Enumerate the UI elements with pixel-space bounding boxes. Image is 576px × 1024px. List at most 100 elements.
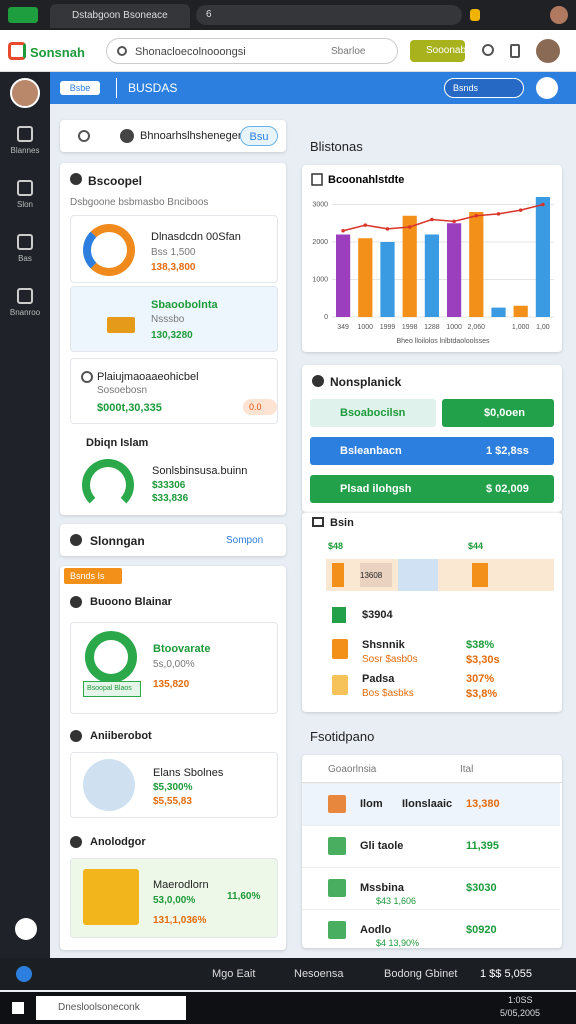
bar [335, 234, 351, 317]
table-cell: Ilonslaaic [402, 798, 453, 810]
top-label: $48 [328, 541, 344, 551]
item-title: Dlnasdcdn 00Sfan [151, 231, 241, 243]
row-icon [328, 837, 346, 855]
sidebar-avatar [10, 78, 40, 108]
row-icon [332, 607, 346, 623]
browser-tab[interactable]: Dstabgoon Bsoneace [50, 4, 190, 28]
os-search[interactable]: Dnesloolsoneconk [36, 996, 186, 1020]
people-card: Bsnds Is Buoono Blainar Bsoopal Blaos Bt… [60, 566, 286, 950]
sidebar-label[interactable]: Bas [18, 254, 32, 263]
bar [535, 197, 551, 317]
extension-icon [470, 9, 480, 21]
row-icon [328, 879, 346, 897]
sidebar: Blannes Slon Bas Bnanroo [0, 72, 50, 958]
x-tick-label: 1,000 [512, 324, 530, 331]
search-box[interactable]: Shonacloecolnooongsi Sbarloe [106, 38, 398, 64]
taskbar-item[interactable]: 1 $$ 5,055 [480, 968, 532, 980]
sidebar-label[interactable]: Blannes [10, 146, 40, 155]
card-icon [312, 375, 324, 387]
actions-card: Nonsplanick Bsoabocilsn $0,0oen Bsleanba… [302, 365, 562, 512]
sidebar-label[interactable]: Slon [16, 200, 33, 209]
row-title: Padsa [362, 673, 395, 685]
x-tick-label: 1000 [446, 324, 462, 331]
row-label: Bsleanbacn [340, 445, 402, 457]
table-cell: Mssbina [360, 882, 405, 894]
top-label: $44 [468, 541, 484, 551]
tag: Bsnds Is [64, 568, 122, 584]
profile-icon [550, 6, 568, 24]
item-line: Sosoebosn [97, 385, 148, 396]
item-right: 11,60% [227, 891, 261, 902]
item-line: $5,300% [153, 782, 193, 793]
bar [446, 223, 462, 317]
person-avatar [83, 759, 135, 811]
progress-segment [472, 563, 488, 587]
item-title: Dbiqn Islam [86, 437, 149, 449]
taskbar-item[interactable]: Bodong Gbinet [384, 968, 458, 980]
search-hint: Sbarloe [331, 46, 366, 57]
taskbar-item[interactable]: Nesoensa [294, 968, 344, 980]
progress-bar: 13608 [326, 559, 554, 591]
action-row[interactable]: $0,0oen [442, 399, 554, 427]
item-icon [81, 371, 93, 383]
card-icon [70, 173, 82, 185]
table-card: Goaorlnsia Ital Ilom Ilonslaaic 13,380 Gli … [302, 755, 562, 948]
card-title: Bsin [330, 517, 354, 529]
top-select[interactable]: Bsnds [444, 78, 524, 98]
x-tick-label: 1998 [402, 324, 418, 331]
action-row[interactable]: Bsleanbacn 1 $2,8ss [310, 437, 554, 465]
top-button[interactable]: Bsbe [60, 81, 100, 95]
row-value: 307% [466, 673, 495, 685]
action-row[interactable]: Bsoabocilsn [310, 399, 436, 427]
row-title: $3904 [362, 609, 393, 621]
app-taskbar: Mgo Eait Nesoensa Bodong Gbinet 1 $$ 5,0… [0, 958, 576, 990]
taskbar-item[interactable]: Mgo Eait [212, 968, 256, 980]
item-value: 135,820 [153, 679, 190, 690]
trend-line [342, 203, 544, 232]
search-card-icon [78, 130, 90, 142]
item-value: 130,3280 [151, 330, 193, 341]
item-line: $33306 [152, 480, 186, 491]
table-row: Aodlo $4 13,90% $0920 [302, 909, 560, 951]
card-title: Nonsplanick [330, 375, 402, 389]
trend-point [474, 213, 479, 218]
settings-icon [510, 44, 520, 58]
start-button[interactable] [12, 1002, 24, 1014]
action-row[interactable]: Plsad ilohgsh $ 02,009 [310, 475, 554, 503]
browser-bar: Dstabgoon Bsoneace 6 [0, 0, 576, 30]
os-taskbar: Dnesloolsoneconk 1:0SS 5/05,2005 [0, 992, 576, 1024]
row-value: $0,0oen [484, 407, 525, 419]
bar [469, 212, 484, 317]
progress-segment [398, 559, 438, 591]
sidebar-bottom-icon [15, 918, 37, 940]
notification-icon [482, 44, 494, 56]
x-axis-label: Bheo lloilolos lnlbtdaoloolsses [396, 338, 490, 345]
search-card-button[interactable]: Bsu [240, 126, 278, 146]
table-cell: Gli taole [360, 840, 404, 852]
header-button[interactable]: Sooonab [410, 40, 466, 62]
row-value: $38% [466, 639, 495, 651]
top-icon [536, 77, 558, 99]
trend-point [541, 202, 545, 207]
chart-card: Bcoonahlstdte 0 1000 2000 3000 349 1000 1999 199… [302, 165, 562, 352]
item-value: $5,55,83 [153, 796, 192, 807]
row-icon [328, 921, 346, 939]
sidebar-label[interactable]: Bnanroo [9, 308, 41, 317]
item-title: Sbaoobolnta [151, 299, 218, 311]
item-illustration [107, 317, 135, 333]
logo-icon [8, 42, 26, 60]
sidebar-icon [17, 288, 33, 304]
card-subtitle: Dsbgoone bsbmasbo Bnciboos [70, 197, 209, 208]
row-value: 1 $2,8ss [486, 445, 529, 457]
trend-point [496, 212, 501, 216]
card-link[interactable]: Sompon [226, 535, 264, 546]
table-cell: Aodlo [360, 924, 392, 936]
list-item: Plaiujmaoaaeohicbel Sosoebosn $000t,30,3… [70, 358, 278, 424]
address-bar[interactable]: 6 [196, 5, 462, 25]
top-title: BUSDAS [128, 81, 178, 95]
row-icon [332, 639, 348, 659]
app-header: Sonsnah Shonacloecolnooongsi Sbarloe Soo… [0, 30, 576, 72]
clock-time: 1:0SS [508, 995, 533, 1005]
section-icon [70, 730, 82, 742]
